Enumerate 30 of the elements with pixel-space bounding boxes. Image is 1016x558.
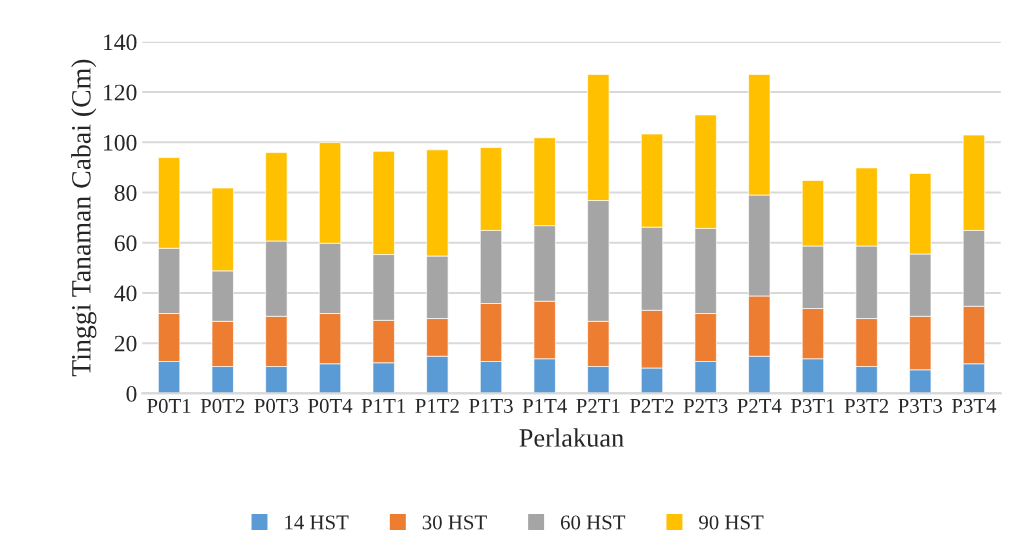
x-tick-label: P3T2 [844, 398, 889, 413]
x-tick-label: P2T1 [576, 398, 620, 413]
x-tick-label: P2T2 [630, 398, 674, 413]
x-axis-title: Perlakuan [519, 428, 624, 447]
y-axis-title: Tinggi Tanaman Cabai (Cm) [71, 59, 97, 377]
y-tick-label: 120 [104, 84, 137, 101]
legend-label: 14 HST [285, 515, 349, 530]
x-tick-label: P2T4 [737, 398, 782, 413]
x-tick-label: P2T3 [683, 398, 728, 413]
x-tick-label: P3T3 [898, 398, 943, 413]
y-tick-label: 20 [114, 335, 137, 352]
x-tick-label: P3T1 [790, 398, 835, 413]
y-tick-label: 60 [114, 235, 137, 252]
y-tick-label: 80 [114, 185, 137, 201]
x-tick-label: P0T4 [308, 398, 353, 413]
x-tick-label: P1T2 [415, 398, 459, 413]
legend-label: 90 HST [699, 515, 764, 530]
x-tick-label: P0T1 [147, 398, 191, 413]
y-tick-label: 40 [114, 285, 137, 302]
x-tick-label: P1T4 [522, 398, 567, 413]
x-tick-label: P0T3 [254, 398, 299, 413]
x-tick-label: P0T2 [200, 398, 245, 413]
y-tick-label: 100 [104, 134, 137, 151]
x-tick-label: P1T1 [361, 398, 406, 413]
x-tick-label: P1T3 [469, 398, 513, 413]
y-tick-label: 0 [126, 385, 137, 402]
legend-label: 30 HST [422, 515, 487, 530]
y-tick-label: 140 [104, 34, 137, 51]
x-tick-label: P3T4 [951, 398, 997, 413]
legend-label: 60 HST [560, 515, 626, 530]
